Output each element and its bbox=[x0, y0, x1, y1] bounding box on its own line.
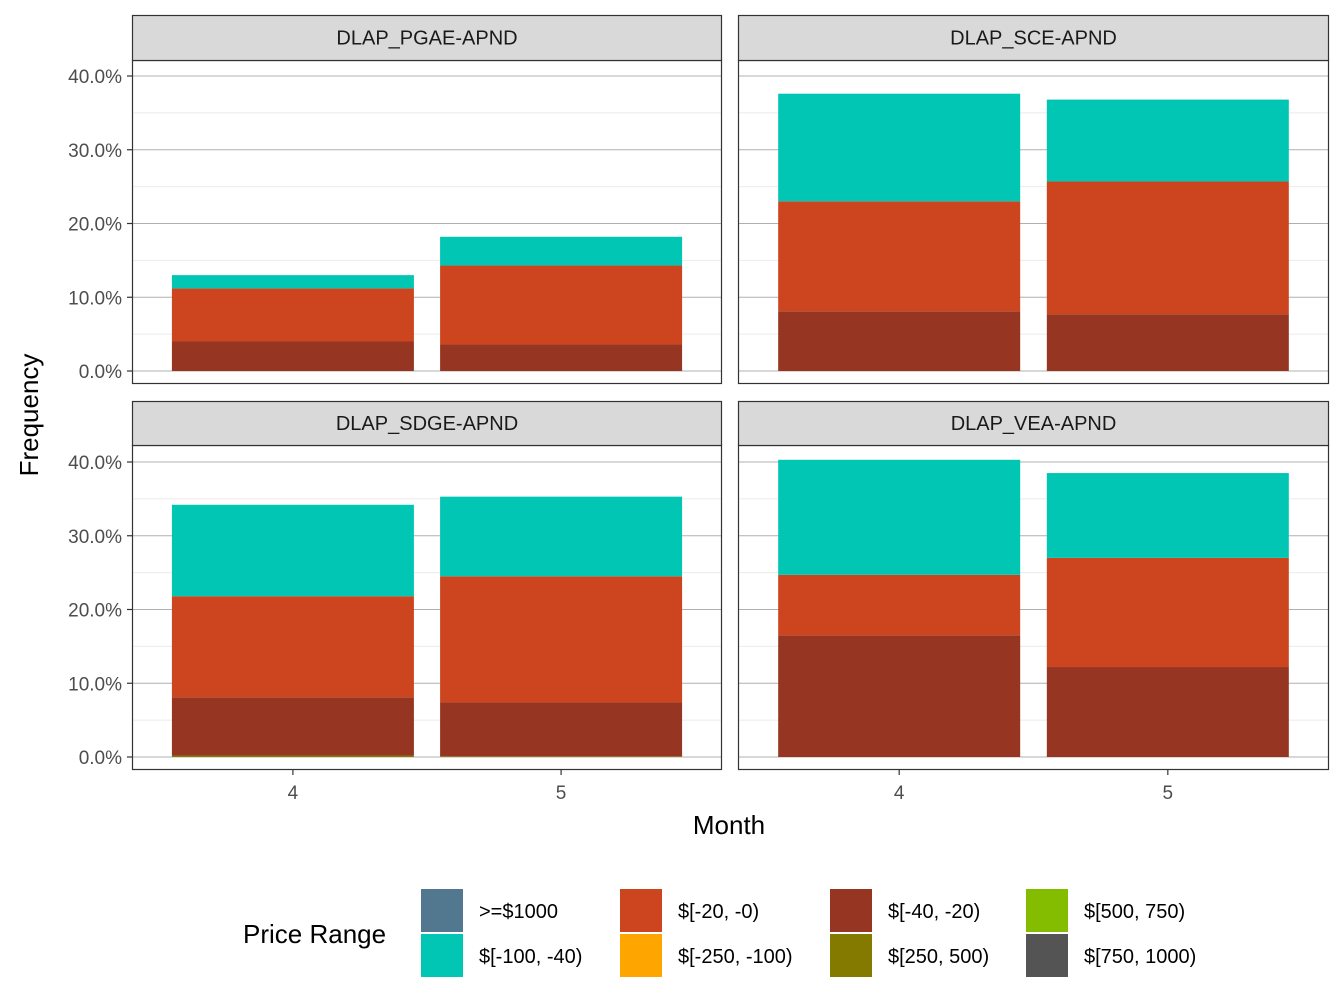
bar-segment-100-40-month-4 bbox=[171, 504, 414, 597]
bar-segment-20-0-month-5 bbox=[440, 265, 683, 345]
facet-strip-label: DLAP_SDGE-APND bbox=[336, 413, 518, 435]
legend-label-40-20: $[-40, -20) bbox=[888, 901, 980, 923]
y-tick-label: 0.0% bbox=[79, 748, 122, 769]
bar-segment-20-0-month-5 bbox=[440, 576, 683, 703]
facet-strip-label: DLAP_PGAE-APND bbox=[336, 28, 517, 50]
facet-strip bbox=[737, 14, 1330, 62]
legend-label-250-500: $[250, 500) bbox=[888, 946, 989, 968]
bar-segment-40-20-month-5 bbox=[1046, 314, 1289, 371]
legend-key-100-40 bbox=[421, 934, 463, 977]
facet-strip-label: DLAP_VEA-APND bbox=[951, 413, 1117, 435]
legend-label-250-100: $[-250, -100) bbox=[678, 946, 793, 968]
bar-segment-20-0-month-4 bbox=[171, 288, 414, 342]
facet-strip bbox=[737, 400, 1330, 447]
panel-dlap-sce-apnd: DLAP_SCE-APND bbox=[737, 14, 1330, 385]
bar-segment-100-40-month-4 bbox=[778, 459, 1021, 575]
y-tick-label: 10.0% bbox=[68, 674, 122, 695]
bar-segment-40-20-month-4 bbox=[778, 635, 1021, 757]
y-tick-label: 30.0% bbox=[68, 527, 122, 548]
bar-segment-20-0-month-5 bbox=[1046, 557, 1289, 668]
y-tick-label: 40.0% bbox=[68, 67, 122, 88]
legend-key-250-100 bbox=[620, 934, 662, 977]
bar-segment-40-20-month-4 bbox=[171, 697, 414, 756]
bar-segment-100-40-month-4 bbox=[171, 275, 414, 289]
bar-segment-100-40-month-5 bbox=[1046, 473, 1289, 558]
y-axis-title: Frequency bbox=[14, 354, 44, 477]
bar-segment-100-40-month-4 bbox=[778, 93, 1021, 202]
legend: Price Range >=$1000 $[-100, -40) $[-20, -0… bbox=[243, 889, 1196, 977]
x-tick-label: 5 bbox=[1163, 783, 1174, 804]
bar-segment-40-20-month-4 bbox=[778, 311, 1021, 371]
y-tick-label: 20.0% bbox=[68, 215, 122, 236]
legend-label-100-40: $[-100, -40) bbox=[479, 946, 582, 968]
bar-segment-20-0-month-4 bbox=[171, 596, 414, 698]
bar-segment-100-40-month-5 bbox=[1046, 99, 1289, 182]
legend-key-20-0 bbox=[620, 889, 662, 932]
bar-segment-250-500-month-4 bbox=[171, 755, 414, 757]
legend-label-750-1000: $[750, 1000) bbox=[1084, 946, 1196, 968]
legend-key-250-500 bbox=[830, 934, 872, 977]
legend-label-500-750: $[500, 750) bbox=[1084, 901, 1185, 923]
y-tick-label: 0.0% bbox=[79, 362, 122, 383]
legend-key-500-750 bbox=[1026, 889, 1068, 932]
bar-segment-100-40-month-5 bbox=[440, 496, 683, 577]
panel-dlap-pgae-apnd: DLAP_PGAE-APND 0.0% 10.0% 20.0% 30.0% 40.0% bbox=[68, 14, 723, 385]
y-tick-label: 10.0% bbox=[68, 288, 122, 309]
legend-label-20-0: $[-20, -0) bbox=[678, 901, 759, 923]
bar-segment-40-20-month-5 bbox=[1046, 667, 1289, 757]
x-tick-label: 4 bbox=[288, 783, 299, 804]
y-tick-label: 40.0% bbox=[68, 453, 122, 474]
panel-dlap-vea-apnd: DLAP_VEA-APND 4 5 bbox=[737, 400, 1330, 804]
legend-key-750-1000 bbox=[1026, 934, 1068, 977]
bar-segment-40-20-month-5 bbox=[440, 344, 683, 371]
bar-segment-250-500-month-5 bbox=[440, 756, 683, 757]
x-tick-label: 5 bbox=[556, 783, 567, 804]
bar-segment-20-0-month-4 bbox=[778, 574, 1021, 636]
legend-label-1000: >=$1000 bbox=[479, 901, 558, 923]
x-tick-label: 4 bbox=[894, 783, 905, 804]
legend-key-1000 bbox=[421, 889, 463, 932]
facet-strip bbox=[131, 400, 723, 447]
y-tick-label: 30.0% bbox=[68, 141, 122, 162]
facet-strip bbox=[131, 14, 723, 62]
legend-key-40-20 bbox=[830, 889, 872, 932]
bar-segment-40-20-month-4 bbox=[171, 341, 414, 371]
panel-dlap-sdge-apnd: DLAP_SDGE-APND 0.0% 10.0% 20.0% 30.0% 40.0% 4 5 bbox=[68, 400, 723, 804]
facet-strip-label: DLAP_SCE-APND bbox=[950, 28, 1117, 50]
bar-segment-40-20-month-5 bbox=[440, 702, 683, 757]
y-tick-label: 20.0% bbox=[68, 601, 122, 622]
facet-panels: DLAP_PGAE-APND0.0%10.0%20.0%30.0%40.0%DL… bbox=[68, 14, 1330, 804]
bar-segment-20-0-month-5 bbox=[1046, 181, 1289, 315]
legend-title: Price Range bbox=[243, 919, 386, 949]
bar-segment-100-40-month-5 bbox=[440, 236, 683, 266]
bar-segment-20-0-month-4 bbox=[778, 201, 1021, 312]
x-axis-title: Month bbox=[693, 810, 765, 840]
